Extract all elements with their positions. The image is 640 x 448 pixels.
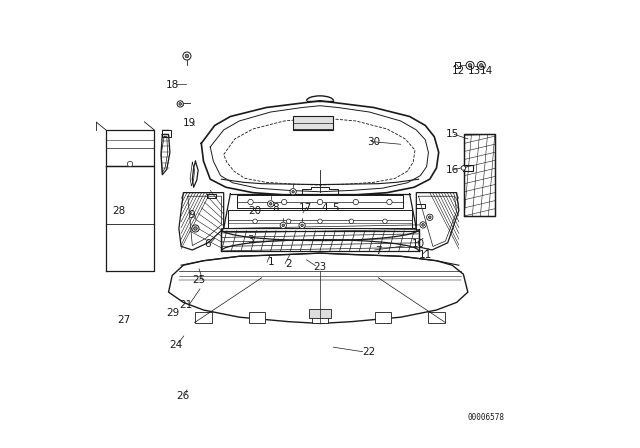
Text: 18: 18	[166, 80, 179, 90]
Text: 24: 24	[169, 340, 182, 350]
Text: 27: 27	[117, 315, 131, 325]
Circle shape	[183, 52, 191, 60]
Circle shape	[301, 224, 303, 227]
Circle shape	[466, 61, 474, 69]
Circle shape	[179, 103, 182, 105]
Text: 1: 1	[268, 257, 274, 267]
Text: 28: 28	[113, 206, 126, 215]
Circle shape	[290, 189, 296, 195]
Circle shape	[299, 222, 305, 228]
Circle shape	[185, 54, 189, 58]
Circle shape	[282, 199, 287, 205]
Circle shape	[383, 219, 387, 224]
Polygon shape	[464, 134, 495, 216]
Circle shape	[269, 202, 272, 205]
Text: 10: 10	[412, 239, 425, 249]
Text: 23: 23	[314, 262, 326, 271]
Bar	[428, 312, 445, 323]
Circle shape	[317, 199, 323, 205]
Circle shape	[280, 222, 287, 228]
Bar	[228, 210, 412, 228]
Text: 12: 12	[452, 66, 465, 76]
Text: 3: 3	[247, 235, 254, 245]
Text: 7: 7	[375, 246, 381, 256]
Circle shape	[353, 199, 358, 205]
Text: 16: 16	[445, 165, 459, 175]
Circle shape	[468, 64, 472, 67]
Circle shape	[422, 224, 424, 226]
Text: 5: 5	[332, 203, 339, 213]
Bar	[195, 312, 212, 323]
Circle shape	[428, 216, 431, 219]
Circle shape	[268, 201, 274, 207]
Circle shape	[420, 222, 426, 228]
Circle shape	[282, 224, 285, 227]
Bar	[374, 312, 391, 323]
Text: 13: 13	[468, 66, 481, 76]
Bar	[309, 309, 332, 318]
Text: 21: 21	[179, 300, 192, 310]
Text: 00006578: 00006578	[467, 413, 504, 422]
Circle shape	[461, 166, 466, 170]
Text: 22: 22	[362, 347, 375, 357]
Circle shape	[427, 214, 433, 220]
Polygon shape	[417, 193, 459, 250]
Text: 9: 9	[188, 210, 195, 220]
Circle shape	[387, 199, 392, 205]
Circle shape	[192, 225, 199, 232]
Circle shape	[292, 190, 294, 193]
Circle shape	[479, 64, 483, 67]
Text: 15: 15	[445, 129, 459, 139]
Text: 19: 19	[182, 118, 196, 128]
Text: 25: 25	[193, 275, 205, 285]
Text: 20: 20	[248, 206, 262, 215]
Polygon shape	[168, 253, 468, 323]
Polygon shape	[179, 193, 224, 250]
Circle shape	[194, 227, 197, 230]
Text: 4: 4	[321, 203, 328, 213]
Circle shape	[477, 61, 485, 69]
Text: 30: 30	[367, 138, 380, 147]
Text: 26: 26	[176, 392, 189, 401]
Text: 17: 17	[299, 203, 312, 213]
Circle shape	[177, 101, 184, 107]
Text: 8: 8	[272, 203, 278, 213]
Text: 14: 14	[480, 66, 493, 76]
Text: 11: 11	[419, 250, 432, 260]
Polygon shape	[221, 231, 419, 251]
Circle shape	[127, 161, 132, 167]
Text: 6: 6	[204, 239, 211, 249]
Circle shape	[317, 219, 323, 224]
Circle shape	[248, 199, 253, 205]
Bar	[249, 312, 266, 323]
Bar	[293, 116, 333, 130]
Circle shape	[349, 219, 354, 224]
Circle shape	[253, 219, 257, 224]
Bar	[312, 312, 328, 323]
Bar	[237, 195, 403, 208]
Circle shape	[287, 219, 291, 224]
Text: 29: 29	[166, 308, 180, 318]
Text: 2: 2	[285, 259, 292, 269]
